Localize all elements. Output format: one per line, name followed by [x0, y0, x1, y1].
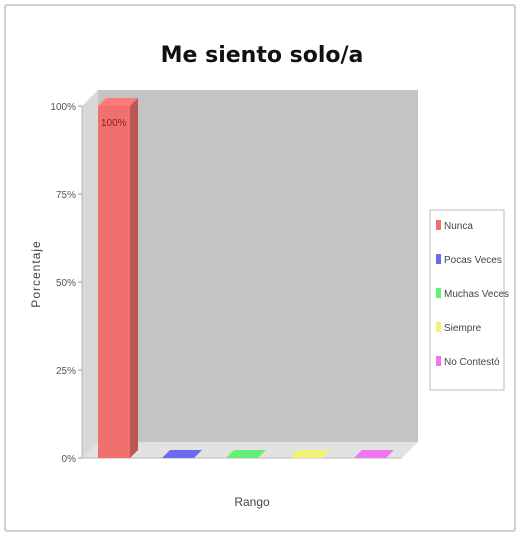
bar-4 [290, 450, 330, 458]
legend-label: Pocas Veces [444, 255, 502, 266]
y-tick-label: 0% [62, 454, 77, 465]
legend-label: Siempre [444, 323, 482, 334]
bar-front [98, 106, 130, 458]
legend-label: No Contestó [444, 357, 500, 368]
bar-floor-tile [354, 450, 394, 458]
bar-floor-tile [162, 450, 202, 458]
legend-swatch [436, 356, 441, 366]
plot-back-wall [98, 90, 418, 442]
bar-top [98, 98, 138, 106]
legend-swatch [436, 220, 441, 230]
chart-canvas: Me siento solo/a 0% 25% 50% 75% 100% 100% Po… [29, 43, 509, 509]
legend-label: Nunca [444, 221, 473, 232]
chart-title: Me siento solo/a [161, 43, 364, 68]
legend-label: Muchas Veces [444, 289, 509, 300]
legend-swatch [436, 288, 441, 298]
y-tick-label: 50% [56, 278, 76, 289]
plot-left-wall [82, 90, 98, 458]
y-tick-label: 75% [56, 190, 76, 201]
bar-2 [162, 450, 202, 458]
bar-3 [226, 450, 266, 458]
legend-swatch [436, 322, 441, 332]
bar-floor-tile [290, 450, 330, 458]
bars-group: 100% [98, 98, 394, 458]
bar-side [130, 98, 138, 458]
y-tick-label: 100% [50, 102, 76, 113]
bar-1: 100% [98, 98, 138, 458]
chart-frame: Me siento solo/a 0% 25% 50% 75% 100% 100% Po… [4, 4, 516, 532]
y-axis-ticks: 0% 25% 50% 75% 100% [50, 102, 82, 465]
x-axis-label: Rango [234, 495, 270, 509]
y-axis-label: Porcentaje [29, 240, 43, 307]
bar-data-label: 100% [101, 118, 127, 129]
bar-floor-tile [226, 450, 266, 458]
bar-5 [354, 450, 394, 458]
legend-swatch [436, 254, 441, 264]
legend: Nunca Pocas Veces Muchas Veces Siempre No Co… [429, 209, 509, 391]
y-tick-label: 25% [56, 366, 76, 377]
legend-box [429, 209, 505, 391]
